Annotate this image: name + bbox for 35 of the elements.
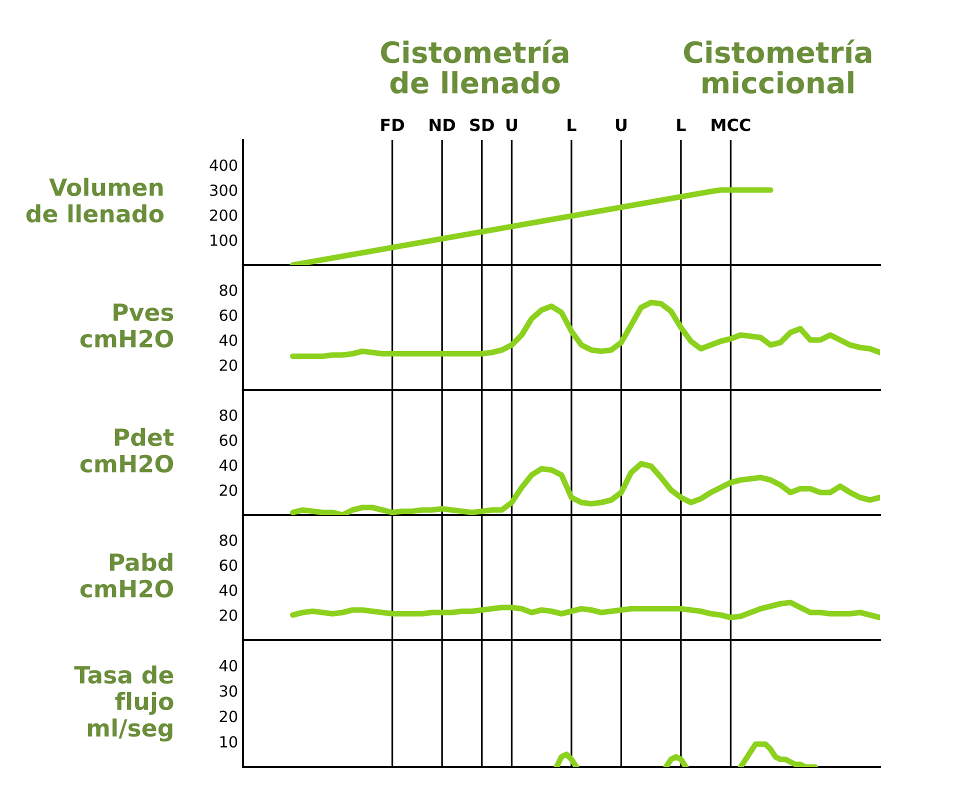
y-axis-title: Tasa de flujo ml/seg xyxy=(74,665,174,742)
y-tick-label: 20 xyxy=(220,484,238,496)
y-tick-label: 80 xyxy=(220,534,238,546)
y-tick-label: 10 xyxy=(220,736,238,748)
y-tick-label: 20 xyxy=(220,359,238,372)
x-tick-label: SD xyxy=(470,118,494,132)
text: Cistometría miccional xyxy=(684,39,872,94)
y-axis-title: Volumen de llenado xyxy=(26,178,164,223)
y-tick-label: 60 xyxy=(220,434,238,446)
y-tick-label: 20 xyxy=(220,609,238,622)
y-tick-label: 40 xyxy=(219,660,238,672)
y-tick-label: 20 xyxy=(220,710,238,722)
x-tick-label: L xyxy=(568,118,576,131)
y-tick-label: 80 xyxy=(220,284,238,296)
y-tick-label: 40 xyxy=(219,334,238,346)
y-tick-label: 200 xyxy=(210,209,238,222)
y-tick-label: 60 xyxy=(220,309,238,322)
y-tick-label: 100 xyxy=(210,234,238,246)
x-tick-label: MCC xyxy=(712,118,750,132)
x-tick-label: FD xyxy=(381,118,404,131)
x-tick-label: L xyxy=(677,118,686,131)
y-axis-title: Pabd cmH2O xyxy=(80,552,174,598)
y-axis-title: Pdet cmH2O xyxy=(80,428,174,473)
x-tick-label: U xyxy=(616,118,626,132)
y-tick-label: 80 xyxy=(220,409,238,422)
y-tick-label: 60 xyxy=(220,559,238,572)
y-tick-label: 30 xyxy=(220,685,238,697)
y-tick-label: 40 xyxy=(219,584,238,596)
y-axis-title: Pves cmH2O xyxy=(80,304,174,348)
y-tick-label: 40 xyxy=(219,459,238,472)
x-tick-label: U xyxy=(506,118,517,132)
y-tick-label: 300 xyxy=(210,184,238,196)
y-tick-label: 400 xyxy=(210,159,238,172)
text: Cistometría de llenado xyxy=(380,39,568,94)
x-tick-label: ND xyxy=(430,118,456,131)
